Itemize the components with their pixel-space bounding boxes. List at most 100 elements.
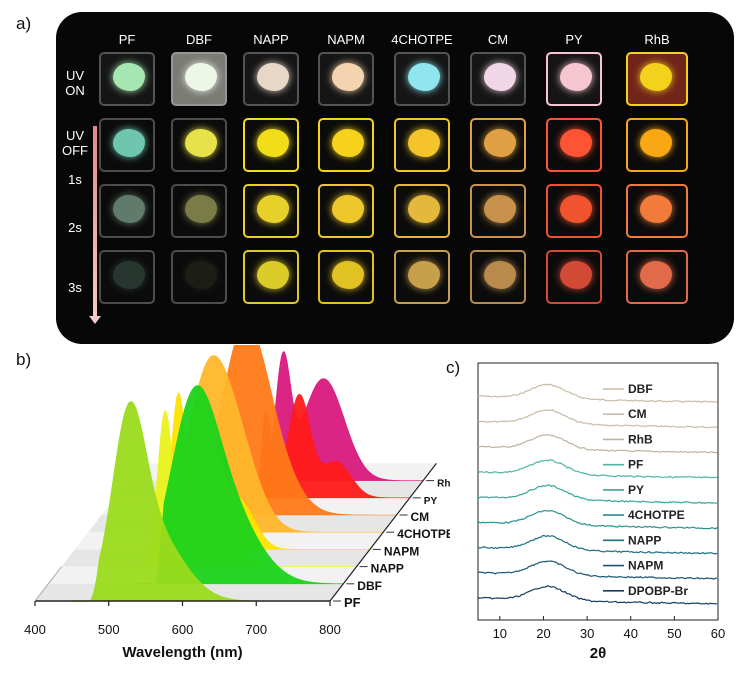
sample-spot — [484, 129, 516, 157]
series-label-dbf: DBF — [357, 579, 382, 593]
sample-spot — [408, 63, 440, 91]
row-label-t3: 3s — [68, 280, 82, 295]
sample-napp-t3 — [243, 250, 299, 304]
sample-4chotpe-t3 — [394, 250, 450, 304]
sample-napm-t1 — [318, 118, 374, 172]
legend-label-4chotpe: 4CHOTPE — [628, 508, 685, 522]
xrd-trace-dbf — [477, 383, 718, 403]
legend-label-dbf: DBF — [628, 382, 653, 396]
legend-label-napm: NAPM — [628, 559, 663, 573]
sample-spot — [185, 63, 217, 91]
row-label-uv_on: UV ON — [65, 68, 85, 98]
sample-pf-t1 — [99, 118, 155, 172]
xrd-trace-cm — [477, 409, 718, 429]
sample-dbf-t1 — [171, 118, 227, 172]
x-tick-label: 40 — [623, 626, 637, 641]
series-label-4chotpe: 4CHOTPE — [397, 527, 450, 541]
sample-spot — [332, 63, 364, 91]
sample-napm-t3 — [318, 250, 374, 304]
sample-dbf-t2 — [171, 184, 227, 238]
sample-napm-uv_on — [318, 52, 374, 106]
sample-spot — [185, 195, 217, 223]
sample-spot — [113, 261, 145, 289]
xrd-trace-py — [477, 484, 718, 505]
series-label-py: PY — [424, 496, 438, 507]
x-tick-label: 10 — [493, 626, 507, 641]
sample-rhb-t2 — [626, 184, 688, 238]
x-tick-label: 50 — [667, 626, 681, 641]
sample-spot — [560, 261, 592, 289]
x-tick-label: 20 — [536, 626, 550, 641]
sample-spot — [185, 261, 217, 289]
series-label-napm: NAPM — [384, 544, 419, 558]
x-tick-label: 800 — [319, 622, 341, 637]
column-label-dbf: DBF — [186, 32, 212, 47]
xrd-trace-4chotpe — [477, 509, 718, 530]
legend-label-rhb: RhB — [628, 432, 653, 446]
x-tick-label: 700 — [245, 622, 267, 637]
legend-label-py: PY — [628, 483, 644, 497]
sample-spot — [560, 195, 592, 223]
panel-c-label: c) — [446, 358, 461, 377]
sample-py-t3 — [546, 250, 602, 304]
column-label-py: PY — [565, 32, 583, 47]
column-label-napp: NAPP — [253, 32, 289, 47]
sample-4chotpe-t2 — [394, 184, 450, 238]
series-label-napp: NAPP — [371, 562, 404, 576]
sample-spot — [257, 261, 289, 289]
sample-py-t2 — [546, 184, 602, 238]
time-arrow-head-icon — [89, 316, 101, 324]
row-label-uv_off: UV OFF — [62, 128, 88, 158]
sample-spot — [560, 63, 592, 91]
sample-spot — [257, 195, 289, 223]
sample-spot — [408, 195, 440, 223]
sample-spot — [640, 129, 672, 157]
sample-spot — [332, 129, 364, 157]
sample-dbf-t3 — [171, 250, 227, 304]
legend-label-pf: PF — [628, 458, 643, 472]
legend-label-cm: CM — [628, 407, 647, 421]
depth-axis-line — [329, 463, 437, 602]
sample-rhb-uv_on — [626, 52, 688, 106]
xrd-trace-dpobp-br — [477, 585, 718, 605]
xrd-trace-pf — [477, 459, 718, 479]
sample-spot — [332, 261, 364, 289]
sample-spot — [484, 195, 516, 223]
series-label-rhb: RhB — [437, 479, 450, 490]
legend-label-napp: NAPP — [628, 533, 661, 547]
sample-pf-t3 — [99, 250, 155, 304]
spectrum-dbf — [154, 385, 344, 585]
column-label-cm: CM — [487, 32, 509, 47]
phosphorescence-photo-panel: PF DBF NAPP NAPM 4CHOTPE CM PY RhB UV ON UV OFF 1s… — [56, 12, 734, 344]
sample-spot — [113, 129, 145, 157]
sample-napp-uv_on — [243, 52, 299, 106]
x-tick-label: 400 — [24, 622, 46, 637]
sample-spot — [257, 63, 289, 91]
x-tick-label: 500 — [98, 622, 120, 637]
x-axis-title: 2θ — [590, 645, 606, 662]
x-tick-label: 30 — [580, 626, 594, 641]
sample-spot — [332, 195, 364, 223]
column-label-rhb: RhB — [644, 32, 670, 47]
sample-pf-uv_on — [99, 52, 155, 106]
sample-spot — [113, 195, 145, 223]
xrd-trace-napm — [477, 560, 718, 580]
panel-b-label: b) — [16, 350, 32, 369]
column-label-pf: PF — [118, 32, 136, 47]
sample-py-t1 — [546, 118, 602, 172]
sample-dbf-uv_on — [171, 52, 227, 106]
x-axis-title: Wavelength (nm) — [122, 644, 242, 661]
sample-cm-t2 — [470, 184, 526, 238]
depth-axis-left — [34, 566, 62, 602]
sample-rhb-t1 — [626, 118, 688, 172]
x-tick-label: 60 — [711, 626, 725, 641]
row-label-t1: 1s — [68, 172, 82, 187]
sample-4chotpe-uv_on — [394, 52, 450, 106]
emission-spectra-waterfall: RhB PY CM 4CHOTPE NAPM NAPP DBF PF 400 500 600 700 8… — [24, 345, 450, 661]
series-label-pf: PF — [344, 595, 361, 610]
panel-a-label: a) — [16, 14, 32, 33]
time-arrow-icon — [93, 126, 97, 318]
sample-spot — [640, 261, 672, 289]
x-tick-label: 600 — [172, 622, 194, 637]
sample-spot — [640, 195, 672, 223]
